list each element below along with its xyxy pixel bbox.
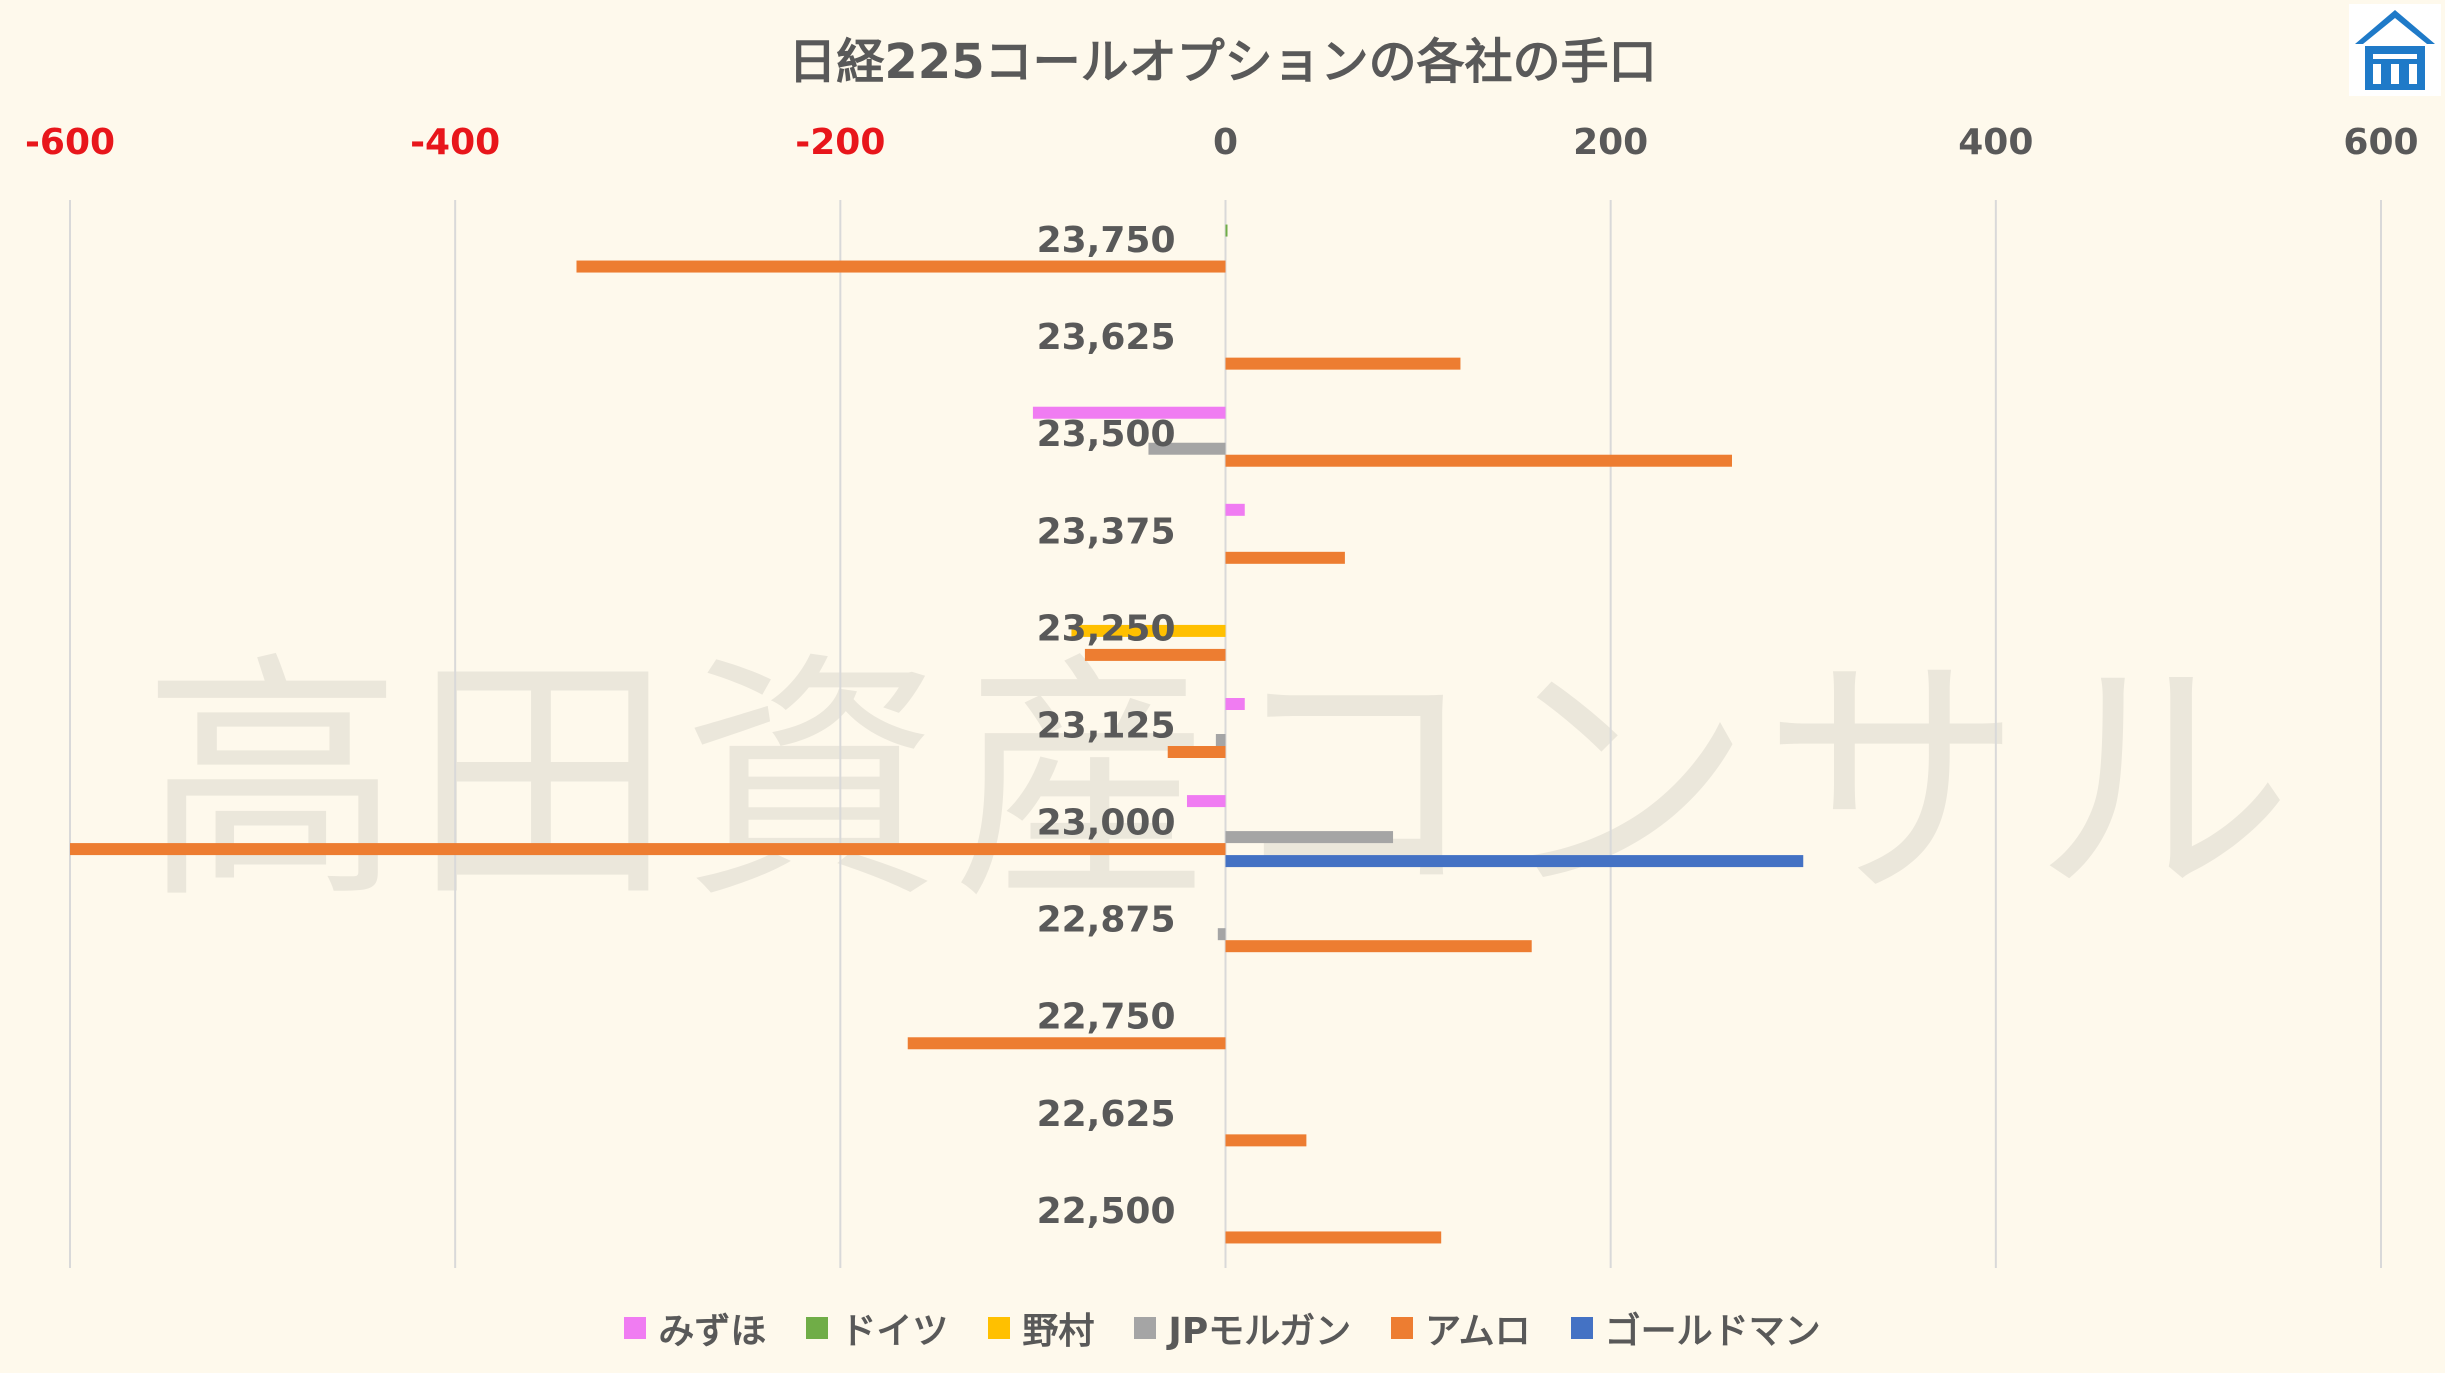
category-label: 23,375 [1037, 511, 1176, 552]
bar-野村 [1071, 624, 1226, 637]
x-tick-label: 200 [1573, 122, 1648, 163]
legend-label: アムロ [1425, 1311, 1531, 1352]
x-tick-label: 0 [1213, 122, 1238, 163]
legend-item: JPモルガン [1134, 1302, 1351, 1354]
category-label: 22,625 [1037, 1094, 1176, 1135]
legend-label: ゴールドマン [1604, 1311, 1821, 1352]
category-label: 22,875 [1037, 900, 1176, 941]
bar-アムロ [1225, 1134, 1307, 1147]
bar-みずほ [1032, 406, 1226, 419]
x-tick-label: 400 [1958, 122, 2033, 163]
legend-item: ゴールドマン [1570, 1302, 1821, 1354]
x-tick-label: -400 [410, 122, 500, 163]
legend: みずほ ドイツ 野村 JPモルガン アムロ ゴールドマン [0, 1302, 2445, 1354]
bar-アムロ [576, 260, 1226, 273]
legend-label: みずほ [658, 1311, 767, 1352]
category-label: 23,500 [1037, 414, 1176, 455]
bar-JPモルガン [1215, 734, 1226, 746]
bar-アムロ [1167, 746, 1226, 758]
takata-logo-icon [2349, 4, 2441, 96]
category-label: 23,000 [1037, 803, 1176, 844]
bar-ドイツ [1225, 224, 1228, 237]
bar-アムロ [907, 1037, 1226, 1050]
bar-アムロ [1225, 551, 1345, 564]
legend-swatch [988, 1317, 1011, 1339]
x-tick-label: -200 [795, 122, 885, 163]
category-label: 22,500 [1037, 1191, 1176, 1232]
bar-アムロ [70, 843, 1226, 856]
bar-みずほ [1225, 503, 1245, 516]
legend-swatch [1134, 1317, 1157, 1339]
bar-みずほ [1186, 795, 1226, 808]
legend-item: ドイツ [806, 1302, 948, 1354]
legend-swatch [1391, 1317, 1414, 1339]
bar-アムロ [1225, 940, 1532, 953]
bar-みずほ [1225, 698, 1245, 710]
legend-item: アムロ [1391, 1302, 1531, 1354]
category-label: 23,625 [1037, 317, 1176, 358]
x-tick-label: -600 [25, 122, 115, 163]
legend-label: JPモルガン [1168, 1311, 1352, 1352]
bar-アムロ [1225, 357, 1461, 370]
category-label: 22,750 [1037, 997, 1176, 1038]
bar-JPモルガン [1225, 831, 1394, 844]
category-label: 23,250 [1037, 608, 1176, 649]
bar-JPモルガン [1148, 442, 1226, 455]
category-label: 23,125 [1037, 705, 1176, 746]
legend-label: ドイツ [840, 1311, 949, 1352]
chart-title: 日経225コールオプションの各社の手口 [788, 34, 1657, 90]
x-tick-label: 600 [2343, 122, 2418, 163]
bar-JPモルガン [1217, 928, 1226, 941]
legend-item: みずほ [624, 1302, 766, 1354]
watermark: 高田資産コンサル [142, 632, 2303, 934]
bar-ゴールドマン [1225, 855, 1804, 868]
legend-swatch [806, 1317, 829, 1339]
legend-label: 野村 [1022, 1311, 1095, 1352]
bar-アムロ [1225, 1231, 1442, 1244]
legend-swatch [624, 1317, 647, 1339]
bar-アムロ [1084, 648, 1226, 661]
legend-swatch [1570, 1317, 1593, 1339]
category-label: 23,750 [1037, 220, 1176, 261]
legend-item: 野村 [988, 1302, 1094, 1354]
bar-アムロ [1225, 454, 1732, 467]
